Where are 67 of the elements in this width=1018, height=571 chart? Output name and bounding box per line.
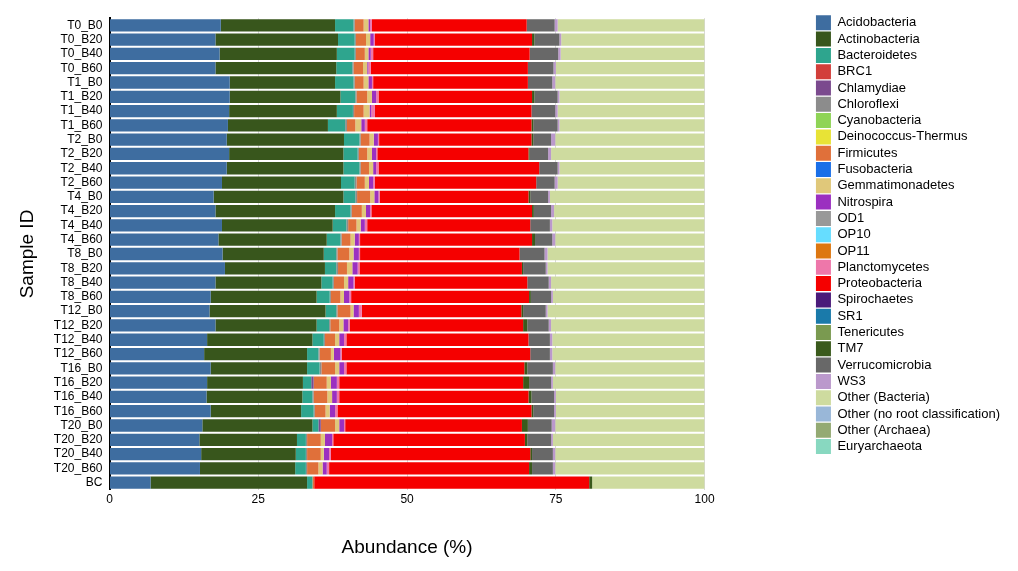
y-tick-label: T2_B20 bbox=[60, 146, 103, 161]
y-tick-label: T8_B40 bbox=[60, 274, 103, 289]
legend-label: Other (no root classification) bbox=[837, 405, 1001, 421]
legend-label: Verrucomicrobia bbox=[837, 356, 933, 372]
y-tick-label: T1_B20 bbox=[60, 89, 103, 104]
legend-label: TM7 bbox=[837, 340, 864, 356]
legend-label: Other (Bacteria) bbox=[837, 389, 930, 405]
y-tick-label: T1_B0 bbox=[67, 74, 103, 89]
y-tick-label: T16_B60 bbox=[53, 403, 103, 418]
legend-label: OD1 bbox=[837, 209, 865, 225]
legend-label: Chlamydiae bbox=[837, 79, 907, 95]
y-tick-label: T16_B40 bbox=[53, 389, 103, 404]
y-tick-label: T20_B60 bbox=[53, 460, 103, 475]
y-tick-label: T16_B20 bbox=[53, 374, 103, 389]
legend-label: Chloroflexi bbox=[837, 95, 899, 111]
legend-label: Cyanobacteria bbox=[837, 112, 923, 128]
y-tick-label: T12_B0 bbox=[60, 303, 103, 318]
y-tick-label: T4_B20 bbox=[60, 203, 103, 218]
x-tick-label: 75 bbox=[549, 492, 563, 507]
legend-label: BRC1 bbox=[837, 63, 873, 79]
legend-label: Proteobacteria bbox=[837, 275, 923, 291]
y-tick-label: T20_B20 bbox=[53, 432, 103, 447]
y-tick-label: T12_B40 bbox=[53, 332, 103, 347]
legend-label: Other (Archaea) bbox=[837, 421, 931, 437]
legend-label: OP10 bbox=[837, 226, 871, 242]
y-tick-label: T8_B60 bbox=[60, 289, 103, 304]
y-tick-label: T4_B0 bbox=[67, 189, 103, 204]
y-tick-label: T0_B40 bbox=[60, 46, 103, 61]
y-tick-label: T12_B20 bbox=[53, 317, 103, 332]
y-tick-label: T16_B0 bbox=[60, 360, 103, 375]
y-tick-label: T1_B60 bbox=[60, 117, 103, 132]
y-tick-label: T2_B60 bbox=[60, 174, 103, 189]
legend-label: WS3 bbox=[837, 372, 866, 388]
y-tick-label: T20_B0 bbox=[60, 417, 103, 432]
y-tick-label: T8_B0 bbox=[67, 246, 103, 261]
x-tick-label: 25 bbox=[251, 492, 266, 507]
y-tick-label: T2_B40 bbox=[60, 160, 103, 175]
x-axis-title: Abundance (%) bbox=[341, 535, 473, 557]
y-tick-label: T1_B40 bbox=[60, 103, 103, 118]
y-tick-label: BC bbox=[85, 474, 103, 489]
legend-label: Bacteroidetes bbox=[837, 46, 918, 62]
y-tick-label: T0_B20 bbox=[60, 31, 103, 46]
y-tick-label: T4_B40 bbox=[60, 217, 103, 232]
legend-label: Planctomycetes bbox=[837, 258, 930, 274]
legend-label: Tenericutes bbox=[837, 324, 905, 340]
y-tick-label: T12_B60 bbox=[53, 346, 103, 361]
legend-label: Spirochaetes bbox=[837, 291, 914, 307]
x-tick-label: 0 bbox=[106, 492, 114, 507]
y-tick-label: T4_B60 bbox=[60, 232, 103, 247]
legend-label: Euryarchaeota bbox=[837, 438, 923, 454]
y-tick-label: T8_B20 bbox=[60, 260, 103, 275]
legend-label: SR1 bbox=[837, 307, 863, 323]
legend-label: Gemmatimonadetes bbox=[837, 177, 955, 193]
y-tick-label: T0_B60 bbox=[60, 60, 103, 75]
legend-label: Deinococcus-Thermus bbox=[837, 128, 968, 144]
y-tick-label: T0_B0 bbox=[67, 17, 103, 32]
legend-label: Acidobacteria bbox=[837, 14, 917, 30]
legend-label: OP11 bbox=[837, 242, 870, 258]
y-tick-label: T20_B40 bbox=[53, 446, 103, 461]
legend-label: Firmicutes bbox=[837, 144, 898, 160]
legend-label: Nitrospira bbox=[837, 193, 894, 209]
y-axis-title: Sample ID bbox=[15, 209, 37, 299]
y-tick-label: T2_B0 bbox=[67, 131, 103, 146]
x-tick-label: 100 bbox=[694, 492, 715, 507]
legend-label: Fusobacteria bbox=[837, 161, 914, 177]
x-tick-label: 50 bbox=[400, 492, 415, 507]
legend-label: Actinobacteria bbox=[837, 30, 921, 46]
